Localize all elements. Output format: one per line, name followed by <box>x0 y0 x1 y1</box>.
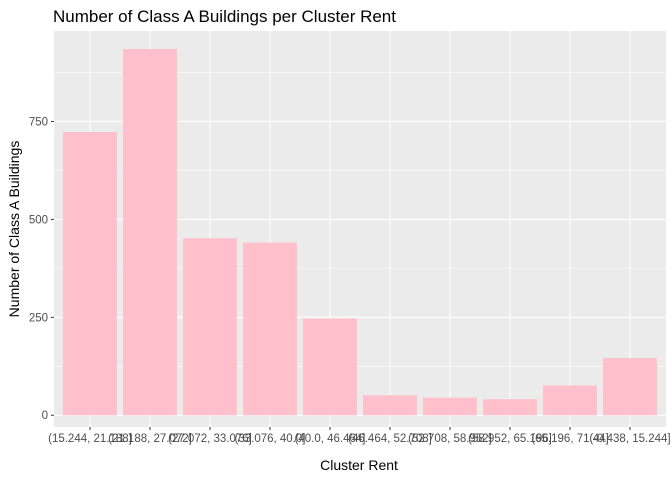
x-tick-label: (52.708, 58.952] <box>408 433 492 445</box>
x-tick-label: (15.244, 21.188] <box>48 433 132 445</box>
bar <box>483 399 537 416</box>
bar <box>183 238 237 416</box>
bar <box>63 132 117 416</box>
y-tick-label: 0 <box>42 410 48 422</box>
y-axis-ticks: 0 250 500 750 <box>29 116 54 422</box>
x-tick-label: (46.464, 52.708] <box>348 433 432 445</box>
bar <box>123 49 177 416</box>
y-axis-title: Number of Class A Buildings <box>6 141 22 318</box>
bar <box>243 242 297 416</box>
bars <box>63 49 657 416</box>
bar <box>303 318 357 416</box>
x-tick-label: (58.952, 65.196] <box>468 433 552 445</box>
x-tick-label: (21.188, 27.072] <box>108 433 192 445</box>
bar <box>543 385 597 416</box>
y-tick-label: 750 <box>29 116 48 128</box>
x-tick-label: (27.072, 33.076] <box>168 433 252 445</box>
x-tick-label: (33.076, 40.0] <box>235 433 306 445</box>
bar <box>423 397 477 416</box>
x-tick-label: (65.196, 71.44] <box>531 433 608 445</box>
x-tick-label: (-0.438, 15.244] <box>589 433 670 445</box>
x-axis-title: Cluster Rent <box>320 457 398 473</box>
y-tick-label: 500 <box>29 214 48 226</box>
x-tick-label: (40.0, 46.464] <box>295 433 366 445</box>
x-axis-ticks: (15.244, 21.188](21.188, 27.072](27.072,… <box>48 427 671 445</box>
y-tick-label: 250 <box>29 312 48 324</box>
bar <box>363 395 417 416</box>
chart-title: Number of Class A Buildings per Cluster … <box>53 7 396 26</box>
bar <box>603 358 657 416</box>
